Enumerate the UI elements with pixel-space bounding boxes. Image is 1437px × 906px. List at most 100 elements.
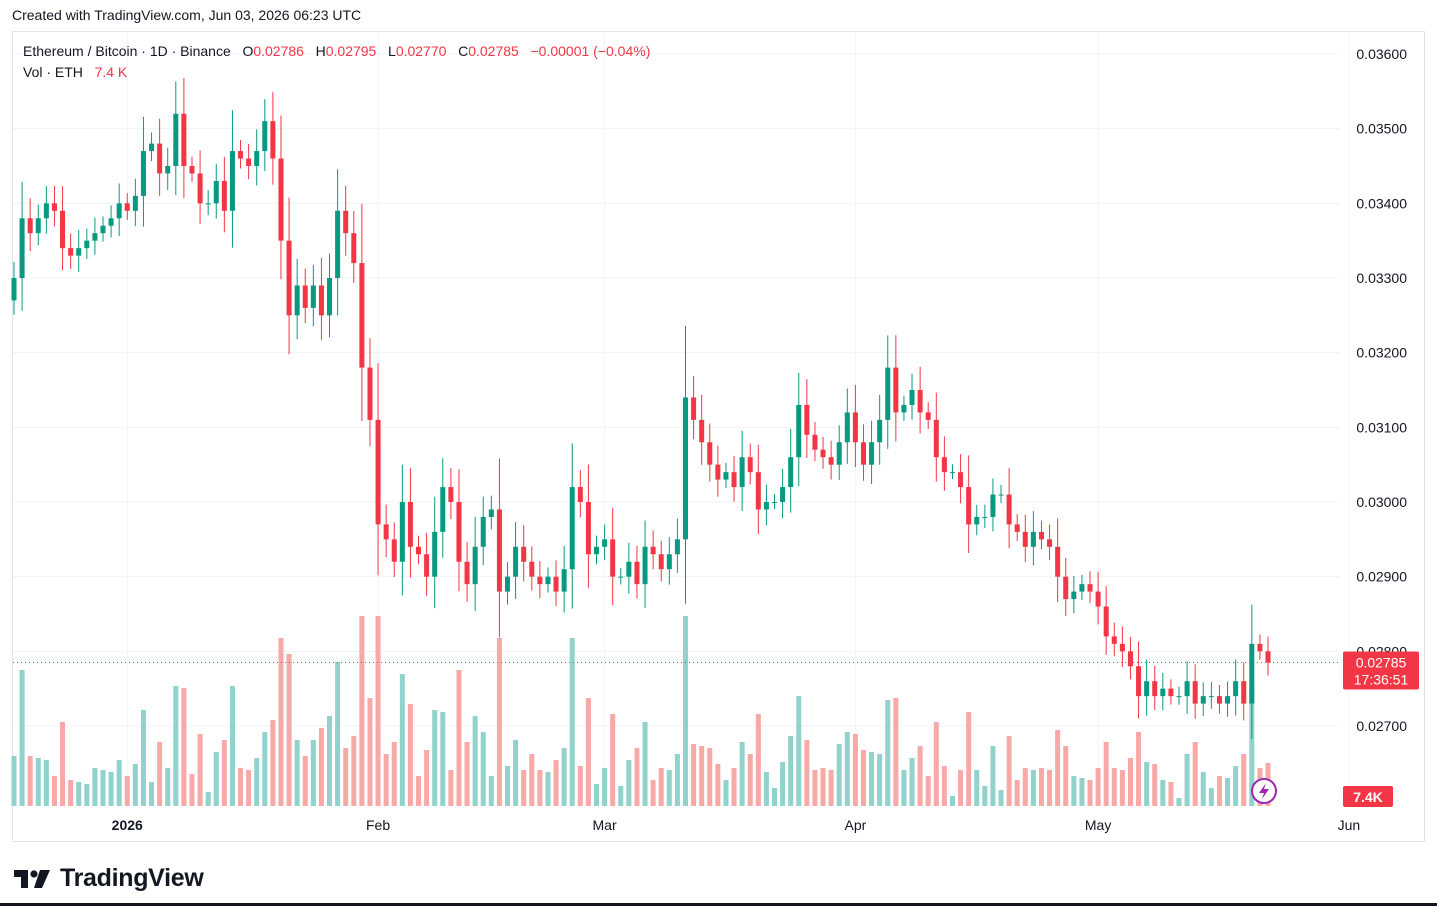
candle-body[interactable] xyxy=(472,546,478,585)
candle-body[interactable] xyxy=(359,263,365,368)
candle-body[interactable] xyxy=(933,419,939,458)
candle-body[interactable] xyxy=(181,113,187,166)
candle-body[interactable] xyxy=(707,442,713,465)
candle-body[interactable] xyxy=(1144,681,1150,697)
candle-body[interactable] xyxy=(488,509,494,517)
candle-body[interactable] xyxy=(1047,539,1053,547)
candle-body[interactable] xyxy=(1063,576,1069,600)
candle-body[interactable] xyxy=(1176,696,1182,698)
candle-body[interactable] xyxy=(391,539,397,562)
candle-body[interactable] xyxy=(278,158,284,241)
candle-body[interactable] xyxy=(885,367,891,420)
candle-body[interactable] xyxy=(132,195,138,211)
candle-body[interactable] xyxy=(335,210,341,278)
candle-body[interactable] xyxy=(626,561,632,577)
candle-body[interactable] xyxy=(302,285,308,308)
candle-body[interactable] xyxy=(529,561,535,577)
candle-body[interactable] xyxy=(958,472,964,488)
candle-body[interactable] xyxy=(19,218,25,278)
candle-body[interactable] xyxy=(367,367,373,420)
candle-body[interactable] xyxy=(27,218,33,234)
candle-body[interactable] xyxy=(796,404,802,458)
candle-body[interactable] xyxy=(1079,584,1085,592)
candle-body[interactable] xyxy=(407,502,413,547)
candle-body[interactable] xyxy=(974,516,980,525)
candle-body[interactable] xyxy=(860,442,866,465)
candle-body[interactable] xyxy=(1192,681,1198,704)
candle-body[interactable] xyxy=(197,173,203,204)
candle-body[interactable] xyxy=(788,457,794,488)
candle-body[interactable] xyxy=(424,554,430,577)
candle-body[interactable] xyxy=(440,487,446,532)
candle-body[interactable] xyxy=(1152,681,1158,697)
candle-body[interactable] xyxy=(60,210,66,249)
candle-body[interactable] xyxy=(666,554,672,570)
candle-body[interactable] xyxy=(763,502,769,510)
candle-body[interactable] xyxy=(464,561,470,585)
candle-body[interactable] xyxy=(238,151,244,159)
candle-body[interactable] xyxy=(577,487,583,502)
candle-body[interactable] xyxy=(521,546,527,562)
candle-body[interactable] xyxy=(893,367,899,413)
candle-body[interactable] xyxy=(92,233,98,241)
candle-body[interactable] xyxy=(715,464,721,480)
candle-body[interactable] xyxy=(262,121,268,152)
candle-body[interactable] xyxy=(731,472,737,488)
candle-body[interactable] xyxy=(318,285,324,316)
candle-body[interactable] xyxy=(909,390,915,405)
candle-body[interactable] xyxy=(43,203,49,219)
candle-body[interactable] xyxy=(1184,681,1190,697)
candle-body[interactable] xyxy=(246,158,252,166)
candle-body[interactable] xyxy=(1241,681,1247,704)
candle-body[interactable] xyxy=(51,203,57,211)
candle-body[interactable] xyxy=(747,457,753,473)
candle-body[interactable] xyxy=(998,494,1004,496)
candle-body[interactable] xyxy=(602,539,608,547)
candle-body[interactable] xyxy=(771,502,777,503)
candle-body[interactable] xyxy=(1119,643,1125,652)
candle-body[interactable] xyxy=(513,546,519,577)
candle-body[interactable] xyxy=(294,285,300,316)
candle-body[interactable] xyxy=(157,143,163,174)
candle-body[interactable] xyxy=(375,419,381,525)
candle-body[interactable] xyxy=(658,554,664,570)
candle-body[interactable] xyxy=(100,225,106,234)
candle-body[interactable] xyxy=(1095,591,1101,607)
candle-body[interactable] xyxy=(1160,688,1166,697)
candle-body[interactable] xyxy=(229,151,235,211)
tradingview-logo[interactable]: TradingView xyxy=(14,864,204,893)
candle-body[interactable] xyxy=(1257,643,1263,652)
candle-body[interactable] xyxy=(213,180,219,204)
candle-body[interactable] xyxy=(270,121,276,159)
candle-body[interactable] xyxy=(545,576,551,585)
candle-body[interactable] xyxy=(1030,531,1036,547)
candle-body[interactable] xyxy=(941,457,947,473)
candle-body[interactable] xyxy=(990,494,996,517)
candle-body[interactable] xyxy=(221,180,227,211)
candle-body[interactable] xyxy=(982,516,988,518)
candle-body[interactable] xyxy=(561,569,567,592)
candle-body[interactable] xyxy=(901,404,907,413)
candle-body[interactable] xyxy=(812,434,818,450)
candle-body[interactable] xyxy=(1038,531,1044,540)
candle-body[interactable] xyxy=(1136,666,1142,697)
candle-body[interactable] xyxy=(108,218,114,226)
candle-body[interactable] xyxy=(755,472,761,510)
candle-body[interactable] xyxy=(699,419,705,443)
candle-body[interactable] xyxy=(917,390,923,413)
candle-body[interactable] xyxy=(844,412,850,443)
candle-body[interactable] xyxy=(852,412,858,443)
candle-body[interactable] xyxy=(343,210,349,234)
candle-body[interactable] xyxy=(1071,591,1077,600)
candle-body[interactable] xyxy=(691,397,697,420)
candle-body[interactable] xyxy=(723,472,729,480)
candle-body[interactable] xyxy=(739,457,745,488)
candle-body[interactable] xyxy=(1249,643,1255,704)
candle-body[interactable] xyxy=(310,285,316,308)
candle-body[interactable] xyxy=(966,487,972,525)
candle-body[interactable] xyxy=(1216,696,1222,704)
candle-body[interactable] xyxy=(1127,651,1133,667)
candle-body[interactable] xyxy=(949,472,955,474)
candle-body[interactable] xyxy=(869,442,875,465)
